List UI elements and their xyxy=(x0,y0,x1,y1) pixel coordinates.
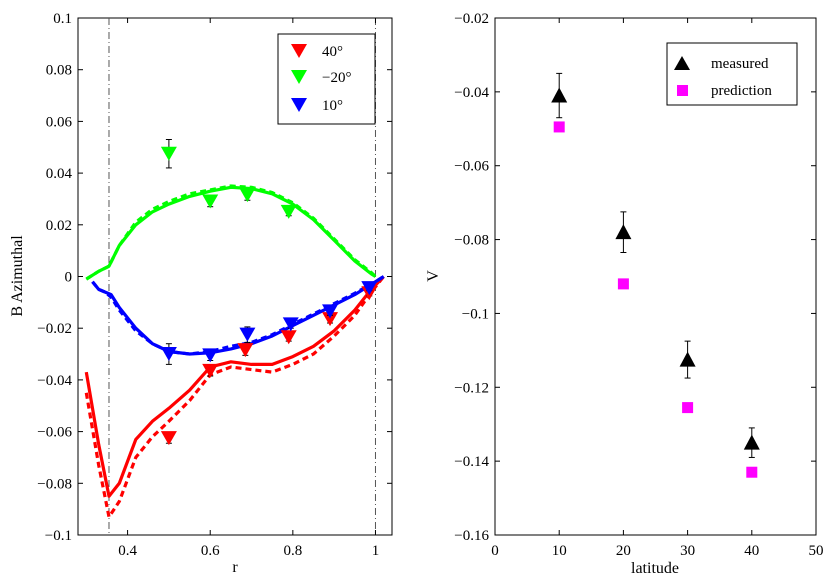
legend-label-minus-20: −20° xyxy=(322,70,351,86)
data-point-10 xyxy=(322,304,339,319)
y-tick-label: −0.1 xyxy=(45,528,72,544)
y-tick-label: 0.02 xyxy=(46,218,72,234)
x-tick-label: 40 xyxy=(744,543,759,559)
legend-marker-40 xyxy=(291,44,307,58)
legend-entry-40: 40° xyxy=(291,44,343,60)
y-tick-label: −0.08 xyxy=(454,233,489,249)
y-tick-label: 0.1 xyxy=(53,11,72,27)
chart-b-azimuthal: 0.4 0.6 0.8 1 −0.1 −0.08 −0.06 −0.04 −0.02 0 0.02 0… xyxy=(9,11,393,576)
x-tick-label: 50 xyxy=(809,543,824,559)
legend-label-prediction: prediction xyxy=(711,83,772,99)
series-line-dashed-40 xyxy=(84,275,385,519)
data-point-10 xyxy=(282,317,299,332)
y-tick-label: −0.14 xyxy=(454,454,489,470)
x-tick-label: 0.6 xyxy=(201,543,220,559)
data-point-40 xyxy=(280,330,297,345)
data-point-10 xyxy=(361,281,378,296)
y-tick-label: 0.06 xyxy=(46,114,73,130)
legend-left: 40° −20° 10° xyxy=(277,33,376,125)
data-point-measured xyxy=(743,434,760,450)
y-tick-label: 0.08 xyxy=(46,63,72,79)
series-lines-left xyxy=(84,184,385,519)
data-point-20 xyxy=(280,204,297,219)
data-point-10 xyxy=(160,347,177,362)
legend-entry-measured: measured xyxy=(674,56,769,72)
legend-right: measured prediction xyxy=(666,42,798,106)
y-tick-label: −0.06 xyxy=(37,425,72,441)
x-axis-label-right: latitude xyxy=(631,560,679,577)
legend-entry-10: 10° xyxy=(291,98,343,114)
data-point-40 xyxy=(237,343,254,358)
y-tick-label: 0.04 xyxy=(46,166,73,182)
x-tick-label: 0 xyxy=(491,543,499,559)
data-point-prediction xyxy=(553,121,565,133)
data-point-20 xyxy=(202,194,219,209)
data-point-measured xyxy=(551,87,568,103)
x-axis-label-left: r xyxy=(232,559,238,576)
series-line-dashed-20 xyxy=(85,184,377,281)
x-tick-label: 20 xyxy=(616,543,631,559)
y-tick-label: −0.02 xyxy=(37,321,72,337)
y-tick-label: −0.04 xyxy=(454,85,489,101)
legend-label-measured: measured xyxy=(711,56,769,72)
data-point-40 xyxy=(202,363,219,378)
y-tick-label: −0.02 xyxy=(454,11,489,27)
legend-marker-10 xyxy=(291,98,307,112)
legend-marker-measured xyxy=(674,56,690,70)
x-tick-label: 1 xyxy=(372,543,380,559)
y-tick-label: −0.12 xyxy=(454,380,489,396)
data-points-left xyxy=(160,138,378,446)
series-line-solid-40 xyxy=(84,275,385,498)
axis-ticks-left: 0.4 0.6 0.8 1 −0.1 −0.08 −0.06 −0.04 −0.02 0 0.02 0… xyxy=(37,11,392,559)
y-axis-label-right: V xyxy=(425,270,442,282)
x-tick-label: 10 xyxy=(552,543,567,559)
y-axis-label-left: B Azimuthal xyxy=(9,235,26,317)
data-point-measured xyxy=(679,351,696,367)
x-tick-label: 30 xyxy=(680,543,695,559)
legend-label-10: 10° xyxy=(322,98,343,114)
y-tick-label: 0 xyxy=(65,270,73,286)
y-tick-label: −0.04 xyxy=(37,373,72,389)
legend-box-right xyxy=(666,42,798,106)
axis-ticks-right: 0 10 20 30 40 50 −0.16 −0.14 −0.12 −0.1 −0.08 −0.06… xyxy=(454,11,823,559)
data-point-measured xyxy=(615,224,632,240)
y-tick-label: −0.16 xyxy=(454,528,489,544)
y-tick-label: −0.06 xyxy=(454,159,489,175)
legend-marker-prediction xyxy=(677,85,688,96)
y-tick-label: −0.08 xyxy=(37,476,72,492)
data-points-right xyxy=(551,72,760,478)
data-point-prediction xyxy=(746,466,758,478)
data-point-20 xyxy=(160,146,177,161)
series-line-dashed-10 xyxy=(91,275,385,356)
legend-entry-minus-20: −20° xyxy=(291,70,351,86)
data-point-prediction xyxy=(682,402,694,414)
data-point-20 xyxy=(239,188,256,203)
x-tick-label: 0.8 xyxy=(283,543,302,559)
y-tick-label: −0.1 xyxy=(462,306,489,322)
chart-v-latitude: 0 10 20 30 40 50 −0.16 −0.14 −0.12 −0.1 −0.08 −0.06… xyxy=(425,11,824,577)
data-point-prediction xyxy=(617,278,629,290)
legend-marker-minus-20 xyxy=(291,70,307,84)
data-point-10 xyxy=(239,327,256,342)
legend-entry-prediction: prediction xyxy=(677,83,772,99)
x-tick-label: 0.4 xyxy=(118,543,137,559)
data-point-40 xyxy=(322,312,339,327)
data-point-40 xyxy=(160,431,177,446)
legend-label-40: 40° xyxy=(322,44,343,60)
data-point-10 xyxy=(202,348,219,363)
